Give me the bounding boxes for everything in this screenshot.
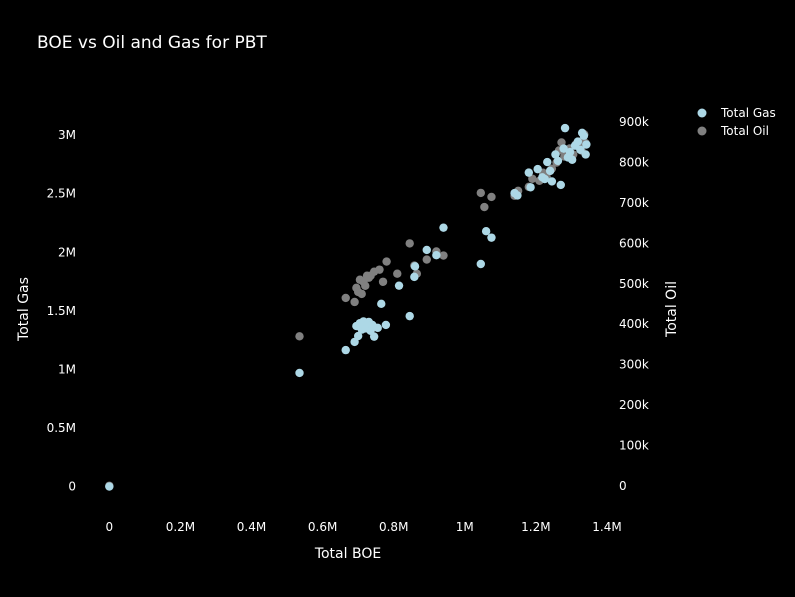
legend-marker-total-oil bbox=[697, 126, 707, 136]
point-total-oil bbox=[375, 265, 384, 274]
y-tick-label: 3M bbox=[58, 128, 76, 142]
point-total-gas bbox=[524, 168, 533, 177]
point-total-gas bbox=[559, 144, 568, 153]
point-total-gas bbox=[526, 183, 535, 192]
legend-item-total-gas[interactable]: Total Gas bbox=[697, 106, 776, 120]
x-axis-ticks: 0 0.2M 0.4M 0.6M 0.8M 1M 1.2M 1.4M bbox=[106, 520, 622, 534]
point-total-gas bbox=[567, 155, 577, 164]
point-total-gas bbox=[381, 320, 391, 330]
point-total-gas bbox=[547, 177, 557, 186]
legend-marker-total-gas bbox=[697, 108, 707, 118]
point-total-gas bbox=[373, 323, 382, 333]
y2-tick-label: 0 bbox=[619, 479, 627, 493]
x-tick-label: 0.8M bbox=[379, 520, 408, 534]
y2-axis-title: Total Oil bbox=[664, 281, 680, 338]
point-total-gas bbox=[432, 251, 441, 260]
point-total-oil bbox=[422, 255, 431, 264]
point-total-gas bbox=[513, 191, 522, 200]
point-total-gas bbox=[439, 223, 448, 232]
point-total-oil bbox=[382, 257, 391, 266]
x-tick-label: 0.2M bbox=[166, 520, 195, 534]
y2-tick-label: 100k bbox=[619, 438, 649, 452]
point-total-oil bbox=[487, 192, 496, 202]
legend[interactable]: Total Gas Total Oil bbox=[697, 106, 776, 138]
point-total-gas bbox=[481, 227, 491, 236]
x-tick-label: 0 bbox=[106, 520, 114, 534]
point-total-oil bbox=[439, 251, 448, 260]
point-total-gas bbox=[543, 157, 552, 167]
point-total-oil bbox=[528, 174, 537, 183]
y-tick-label: 0.5M bbox=[47, 421, 76, 435]
y-axis-ticks: 0 0.5M 1M 1.5M 2M 2.5M 3M bbox=[47, 128, 76, 493]
y-tick-label: 2.5M bbox=[47, 187, 76, 201]
legend-label-total-gas: Total Gas bbox=[720, 106, 776, 120]
chart-title: BOE vs Oil and Gas for PBT bbox=[37, 33, 267, 53]
y2-tick-label: 500k bbox=[619, 277, 649, 291]
point-total-oil bbox=[295, 332, 304, 341]
point-total-gas bbox=[540, 174, 549, 184]
y2-tick-label: 600k bbox=[619, 236, 649, 250]
point-total-gas bbox=[295, 368, 304, 378]
point-total-oil bbox=[341, 293, 350, 303]
point-total-gas bbox=[377, 299, 386, 309]
point-total-gas bbox=[545, 166, 555, 176]
point-total-gas bbox=[410, 262, 420, 271]
point-total-gas bbox=[410, 272, 419, 282]
x-tick-label: 0.4M bbox=[237, 520, 266, 534]
point-total-gas bbox=[553, 156, 563, 166]
point-total-gas bbox=[565, 147, 575, 157]
point-total-oil bbox=[350, 297, 359, 307]
point-total-gas bbox=[581, 150, 590, 159]
x-tick-label: 1.4M bbox=[592, 520, 621, 534]
y2-tick-label: 300k bbox=[619, 358, 649, 372]
point-total-gas bbox=[369, 332, 379, 341]
point-total-gas bbox=[582, 140, 591, 149]
y-tick-label: 2M bbox=[58, 245, 76, 259]
y2-tick-label: 200k bbox=[619, 398, 649, 412]
point-total-gas bbox=[394, 281, 404, 290]
point-total-gas bbox=[556, 180, 565, 190]
point-total-gas bbox=[353, 331, 363, 341]
point-total-gas bbox=[476, 259, 486, 269]
x-tick-label: 1.2M bbox=[521, 520, 550, 534]
point-total-gas bbox=[560, 123, 570, 133]
point-total-gas bbox=[573, 137, 583, 146]
point-total-gas bbox=[405, 311, 414, 321]
legend-label-total-oil: Total Oil bbox=[720, 124, 769, 138]
y-axis-title: Total Gas bbox=[16, 277, 32, 342]
x-tick-label: 1M bbox=[456, 520, 474, 534]
point-total-oil bbox=[480, 202, 489, 212]
point-total-gas bbox=[579, 131, 589, 140]
point-total-gas bbox=[341, 345, 350, 355]
data-points bbox=[105, 123, 591, 491]
point-total-oil bbox=[405, 239, 414, 248]
y-tick-label: 1M bbox=[58, 362, 76, 376]
point-total-oil bbox=[357, 289, 366, 299]
y2-tick-label: 900k bbox=[619, 115, 649, 129]
point-total-oil bbox=[378, 277, 388, 286]
point-total-gas bbox=[487, 233, 496, 242]
point-total-gas bbox=[105, 482, 114, 491]
point-total-oil bbox=[361, 281, 370, 291]
x-axis-title: Total BOE bbox=[314, 546, 381, 562]
point-total-gas bbox=[551, 150, 560, 159]
point-total-oil bbox=[393, 269, 402, 278]
y-tick-label: 0 bbox=[68, 480, 76, 494]
y-tick-label: 1.5M bbox=[47, 304, 76, 318]
y2-tick-label: 800k bbox=[619, 156, 649, 170]
y2-tick-label: 700k bbox=[619, 196, 649, 210]
y2-axis-ticks: 0 100k 200k 300k 400k 500k 600k 700k 800k 900k bbox=[619, 115, 649, 493]
x-tick-label: 0.6M bbox=[308, 520, 337, 534]
point-total-gas bbox=[533, 164, 542, 174]
y2-tick-label: 400k bbox=[619, 317, 649, 331]
point-total-oil bbox=[476, 188, 486, 198]
point-total-gas bbox=[422, 245, 431, 255]
legend-item-total-oil[interactable]: Total Oil bbox=[697, 124, 769, 138]
